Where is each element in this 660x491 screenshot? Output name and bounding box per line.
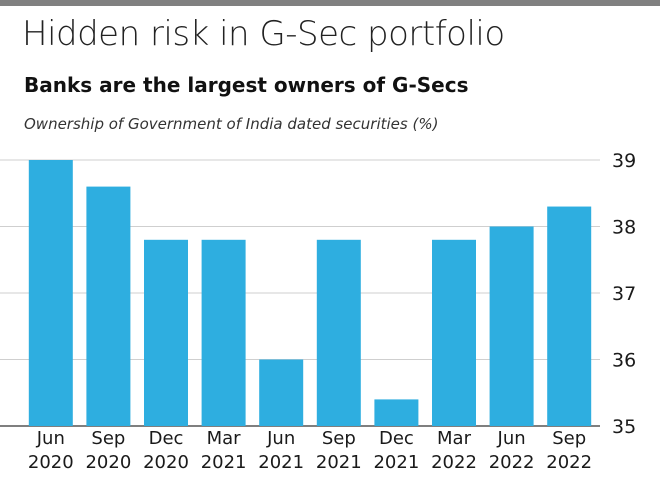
bar (259, 359, 304, 426)
bar (86, 186, 131, 426)
x-tick-label-month: Mar (207, 428, 242, 449)
bar (547, 206, 592, 426)
y-tick-label: 37 (612, 283, 636, 305)
bar (201, 239, 246, 426)
bars (28, 160, 592, 426)
chart-caption: Ownership of Government of India dated s… (24, 115, 439, 133)
y-tick-label: 35 (612, 416, 636, 438)
y-tick-label: 39 (612, 150, 636, 172)
x-tick-label-month: Jun (266, 428, 295, 449)
x-tick-label-year: 2022 (431, 452, 477, 473)
bar (144, 239, 188, 426)
x-tick-label-month: Dec (379, 428, 414, 449)
y-tick-label: 38 (612, 217, 636, 239)
x-tick-label-month: Sep (91, 428, 125, 449)
x-tick-label-year: 2022 (546, 452, 592, 473)
x-tick-label-month: Sep (552, 428, 586, 449)
x-tick-label-year: 2022 (489, 452, 535, 473)
x-tick-label-year: 2020 (85, 452, 131, 473)
x-tick-label-year: 2021 (258, 452, 304, 473)
x-tick-label-month: Dec (149, 428, 184, 449)
y-axis-ticks: 39 38 37 36 35 (612, 150, 636, 438)
x-tick-label-month: Mar (437, 428, 472, 449)
bar (489, 226, 534, 426)
bar (374, 399, 419, 426)
x-tick-label-year: 2020 (143, 452, 189, 473)
x-tick-label-month: Jun (36, 428, 65, 449)
top-rule (0, 0, 660, 6)
x-tick-label-month: Sep (322, 428, 356, 449)
y-tick-label: 36 (612, 350, 636, 372)
x-tick-label-year: 2021 (373, 452, 419, 473)
bar (316, 239, 361, 426)
x-tick-label-year: 2020 (28, 452, 74, 473)
bar (28, 160, 73, 426)
bar (432, 239, 476, 426)
x-axis-ticks: Jun 2020 Sep 2020 Dec 2020 Mar 2021 Jun 2021 Sep 20… (28, 428, 592, 473)
chart-subtitle: Banks are the largest owners of G-Secs (24, 73, 469, 97)
x-tick-label-month: Jun (497, 428, 526, 449)
headline: Hidden risk in G-Sec portfolio (22, 14, 505, 54)
x-tick-label-year: 2021 (316, 452, 362, 473)
x-tick-label-year: 2021 (201, 452, 247, 473)
